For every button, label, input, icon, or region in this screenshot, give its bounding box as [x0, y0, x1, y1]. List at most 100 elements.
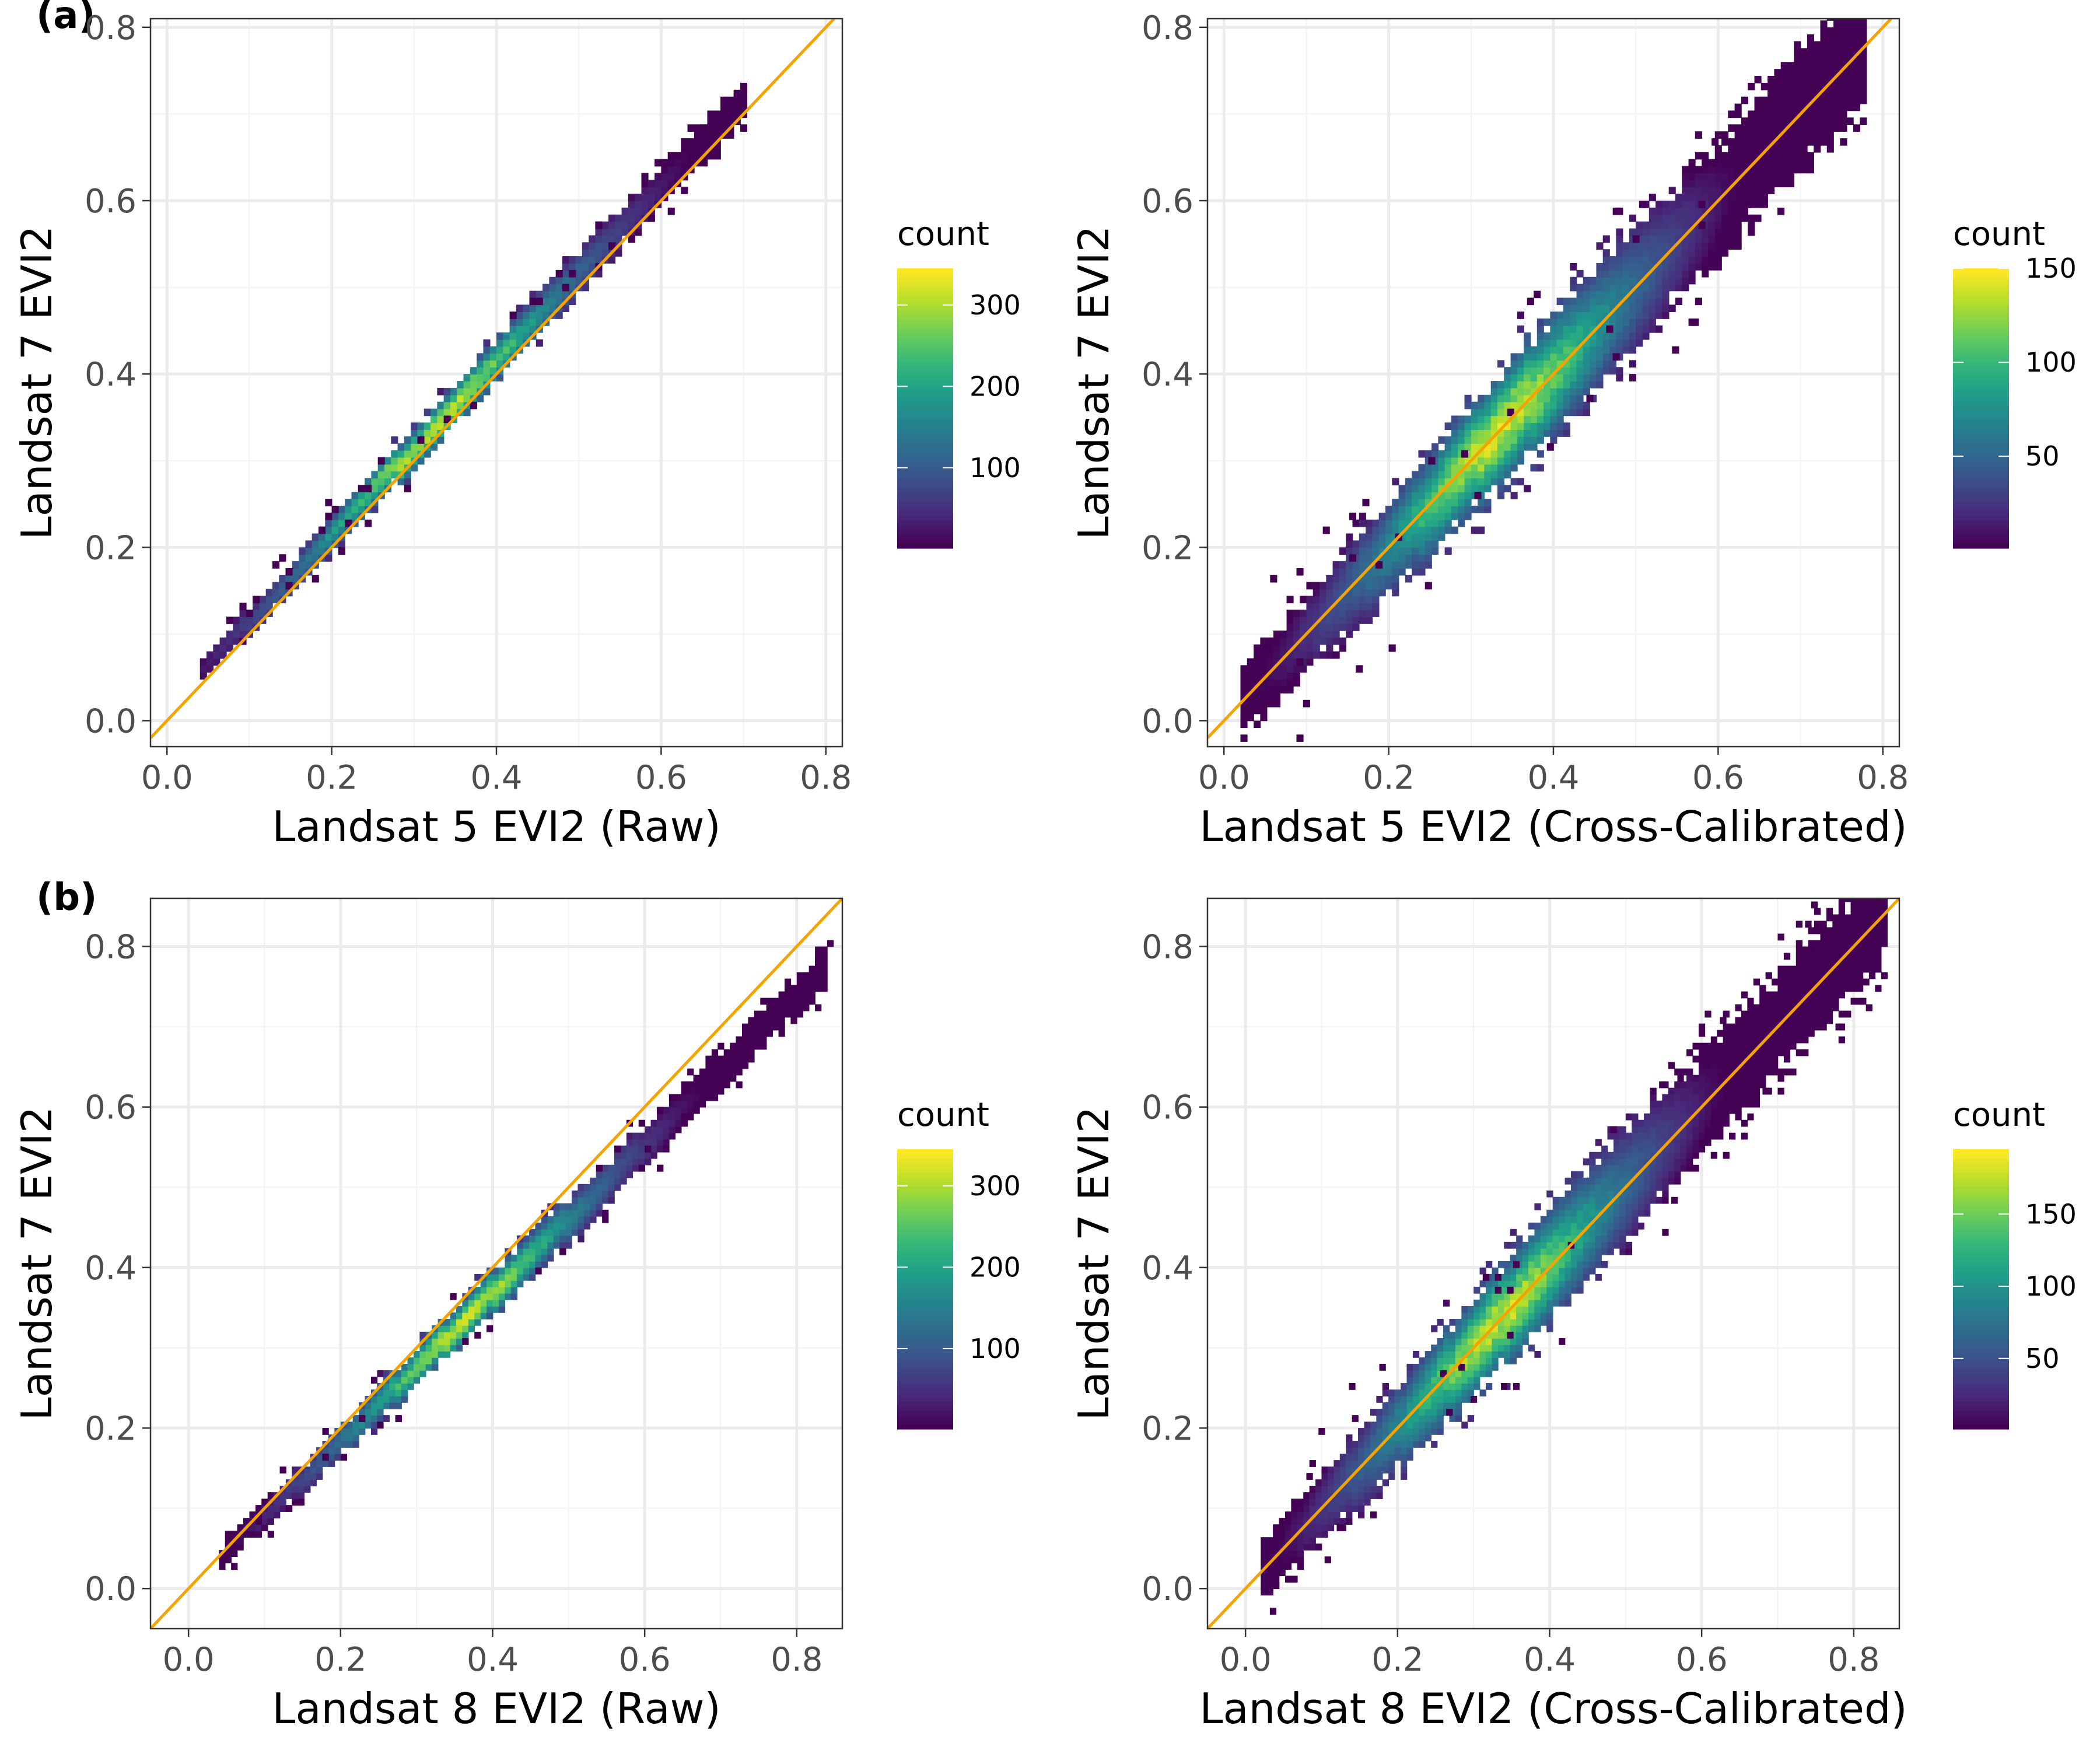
density-bin — [1625, 1177, 1633, 1185]
density-bin — [1517, 436, 1524, 444]
density-bin — [1332, 568, 1340, 576]
density-bin — [1536, 346, 1544, 354]
density-bin — [1432, 478, 1439, 486]
colorbar-tick-label: 150 — [2025, 1198, 2077, 1230]
density-bin — [1546, 1267, 1553, 1275]
density-bin — [1753, 1074, 1760, 1082]
density-bin — [1747, 1068, 1754, 1076]
density-bin — [292, 1466, 299, 1474]
density-bin — [1616, 312, 1623, 319]
density-bin — [395, 1390, 402, 1396]
density-bin — [1734, 228, 1742, 236]
density-bin — [693, 1087, 700, 1095]
density-bin — [1625, 1164, 1633, 1172]
density-bin — [1808, 940, 1815, 947]
density-bin — [1772, 1049, 1779, 1056]
density-bin — [578, 1209, 584, 1217]
density-bin-outlier — [1324, 1556, 1331, 1563]
density-bin — [1550, 332, 1558, 340]
density-bin — [1522, 1331, 1529, 1339]
density-bin — [1754, 194, 1762, 201]
density-bin — [1710, 1126, 1718, 1133]
density-bin — [1437, 1428, 1444, 1435]
density-bin-outlier — [243, 1531, 250, 1538]
density-bin — [1777, 978, 1784, 986]
density-bin — [1735, 1107, 1742, 1114]
density-bin — [226, 637, 233, 645]
density-bin — [1309, 1460, 1316, 1467]
density-bin — [1625, 1171, 1633, 1178]
colorbar-segment — [1953, 1345, 2009, 1350]
density-bin — [1451, 464, 1459, 472]
density-bin — [1394, 1409, 1401, 1416]
density-bin — [1524, 339, 1531, 347]
density-bin — [663, 1145, 670, 1153]
density-bin — [480, 1293, 487, 1300]
colorbar-tick-label: 100 — [2025, 1270, 2077, 1302]
density-bin — [1583, 1241, 1590, 1249]
density-bin — [1266, 1576, 1273, 1583]
legend-title: count — [897, 1096, 989, 1134]
density-bin — [1474, 1363, 1480, 1371]
density-bin — [1497, 1344, 1505, 1352]
density-bin — [468, 1325, 475, 1332]
density-bin — [517, 1267, 524, 1275]
density-bin — [1774, 110, 1782, 118]
density-bin — [736, 1062, 743, 1069]
density-bin — [1838, 978, 1845, 986]
density-bin — [1777, 972, 1784, 979]
density-bin — [1504, 381, 1511, 388]
density-bin — [1455, 1376, 1462, 1384]
density-bin — [1644, 1164, 1651, 1172]
density-bin — [740, 96, 748, 104]
density-bin — [1240, 713, 1248, 722]
density-bin — [1398, 568, 1406, 576]
density-bin — [1808, 1023, 1815, 1031]
density-bin — [1478, 526, 1485, 534]
density-bin — [1802, 1036, 1809, 1044]
density-bin — [1437, 1396, 1444, 1403]
density-bin — [1364, 1460, 1371, 1467]
density-bin — [352, 1428, 359, 1435]
density-bin — [1382, 1402, 1389, 1409]
density-bin — [523, 325, 530, 333]
density-bin — [1504, 1306, 1511, 1313]
density-bin-outlier — [1461, 450, 1468, 458]
density-bin — [1717, 1062, 1724, 1069]
density-bin — [1826, 117, 1834, 125]
density-bin — [1674, 1145, 1681, 1153]
density-bin — [1777, 1004, 1784, 1012]
density-bin — [1675, 207, 1683, 215]
density-bin — [1556, 381, 1564, 388]
density-bin — [1632, 1228, 1639, 1236]
density-bin — [438, 1350, 444, 1358]
density-bin — [1728, 110, 1735, 118]
density-bin — [1648, 256, 1656, 264]
density-bin — [1528, 1312, 1535, 1320]
density-bin — [1449, 1390, 1456, 1396]
density-bin — [638, 1119, 645, 1127]
density-bin — [1552, 1222, 1559, 1230]
density-bin — [1583, 1216, 1590, 1223]
density-bin — [1728, 145, 1735, 153]
density-bin — [1613, 1145, 1620, 1153]
density-bin — [1309, 1524, 1316, 1531]
density-bin — [1372, 547, 1380, 555]
density-bin — [1846, 89, 1854, 97]
density-bin — [487, 1306, 494, 1313]
density-bin — [463, 394, 471, 402]
density-bin — [1418, 464, 1426, 472]
density-bin — [1376, 1422, 1383, 1429]
density-bin — [1760, 138, 1768, 146]
density-bin — [1524, 429, 1531, 437]
density-bin — [1735, 1074, 1742, 1082]
colorbar-segment — [1953, 357, 2009, 362]
density-bin — [1530, 374, 1538, 382]
density-bin — [1467, 1306, 1474, 1313]
density-bin — [1266, 692, 1274, 701]
density-bin — [1602, 367, 1610, 374]
density-bin — [1570, 394, 1577, 402]
density-bin — [1517, 478, 1524, 486]
density-bin — [1534, 1248, 1541, 1255]
density-bin — [1364, 1486, 1371, 1493]
